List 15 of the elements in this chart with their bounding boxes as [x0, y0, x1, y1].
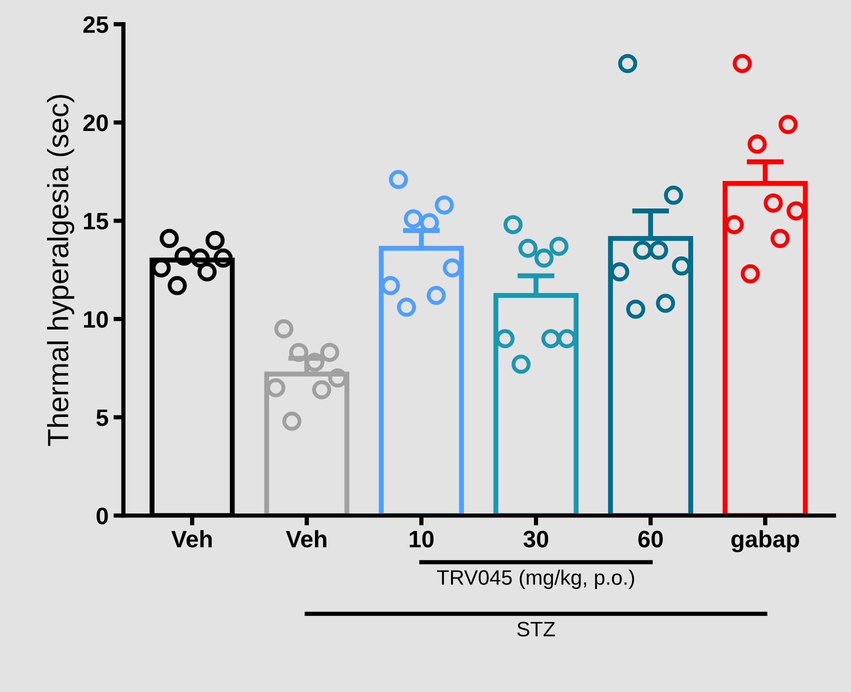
x-tick-label: Veh	[286, 530, 326, 548]
y-tick-label: 10	[84, 311, 108, 328]
x-tick-label: gabap	[731, 530, 800, 552]
y-tick-label: 5	[96, 410, 108, 426]
y-tick-label: 20	[83, 114, 108, 132]
y-tick-label: 0	[96, 508, 108, 524]
y-tick-label: 25	[83, 16, 108, 34]
x-tick-label: 60	[638, 530, 663, 548]
y-tick-label: 15	[84, 213, 108, 230]
text: TRV045 (mg/kg, p.o.)	[437, 570, 634, 590]
y-axis-title: Thermal hyperalgesia (sec)	[47, 94, 74, 446]
text: STZ	[517, 622, 556, 636]
x-tick-label: 30	[523, 530, 548, 548]
x-tick-label: 10	[410, 530, 434, 548]
x-tick-label: Veh	[171, 530, 212, 548]
